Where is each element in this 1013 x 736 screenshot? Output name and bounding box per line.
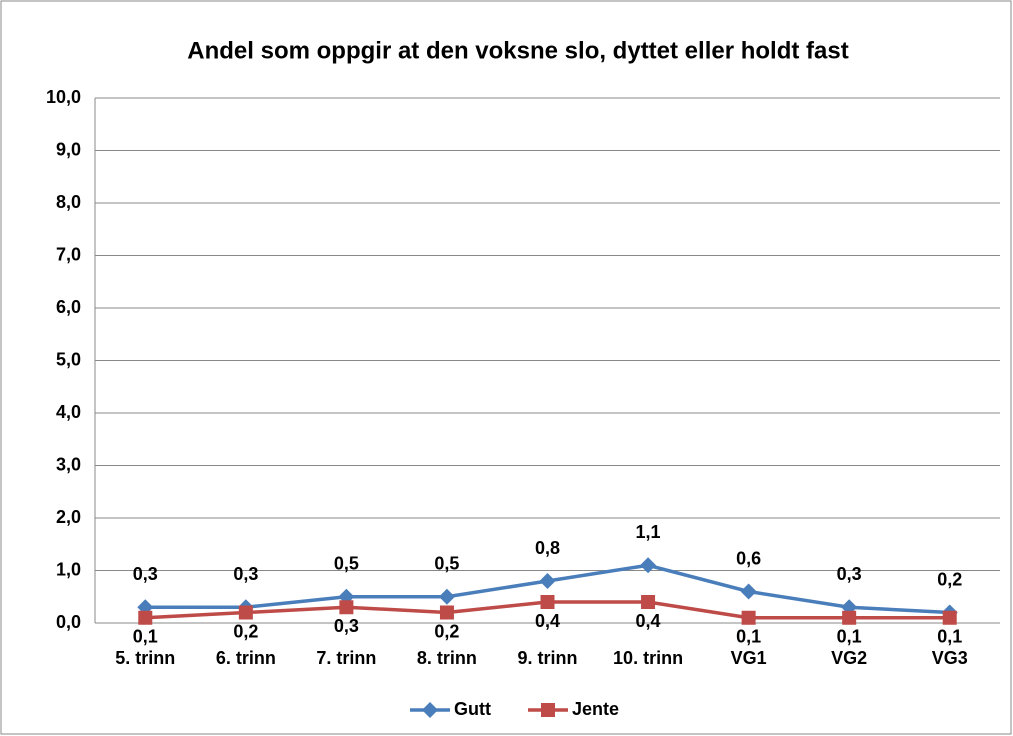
y-tick-label: 3,0 xyxy=(56,454,81,474)
marker xyxy=(942,610,957,625)
marker xyxy=(138,610,153,625)
y-tick-label: 7,0 xyxy=(56,244,81,264)
x-tick-label: 8. trinn xyxy=(417,648,477,668)
chart-title: Andel som oppgir at den voksne slo, dytt… xyxy=(187,37,848,64)
data-label: 0,1 xyxy=(837,627,862,647)
x-tick-label: 10. trinn xyxy=(613,648,683,668)
marker xyxy=(339,600,354,615)
legend-label: Jente xyxy=(572,699,619,719)
data-label: 0,5 xyxy=(434,554,459,574)
legend-marker xyxy=(422,702,438,718)
data-label: 0,5 xyxy=(334,554,359,574)
data-label: 0,3 xyxy=(133,564,158,584)
y-tick-label: 1,0 xyxy=(56,559,81,579)
marker xyxy=(540,595,555,609)
y-tick-label: 2,0 xyxy=(56,507,81,527)
data-label: 0,2 xyxy=(434,621,459,641)
data-label: 0,1 xyxy=(736,627,761,647)
legend-marker xyxy=(541,703,555,717)
marker xyxy=(842,610,857,625)
x-tick-label: 9. trinn xyxy=(517,648,577,668)
marker xyxy=(439,605,454,620)
marker xyxy=(539,573,556,589)
x-tick-label: VG1 xyxy=(731,648,767,668)
marker xyxy=(238,605,253,620)
marker xyxy=(641,595,656,609)
data-label: 0,3 xyxy=(837,564,862,584)
data-label: 0,1 xyxy=(133,627,158,647)
marker xyxy=(640,557,657,574)
x-tick-label: VG2 xyxy=(831,648,867,668)
y-tick-label: 9,0 xyxy=(56,139,81,159)
data-label: 1,1 xyxy=(636,522,661,542)
data-label: 0,6 xyxy=(736,548,761,568)
x-tick-label: VG3 xyxy=(932,648,968,668)
marker xyxy=(438,588,455,605)
data-label: 0,2 xyxy=(233,621,258,641)
y-tick-label: 5,0 xyxy=(56,349,81,369)
marker xyxy=(740,583,757,600)
x-tick-label: 6. trinn xyxy=(216,648,276,668)
data-label: 0,3 xyxy=(334,616,359,636)
x-tick-label: 7. trinn xyxy=(316,648,376,668)
y-tick-label: 6,0 xyxy=(56,297,81,317)
marker xyxy=(741,610,756,625)
y-tick-label: 4,0 xyxy=(56,402,81,422)
y-tick-label: 8,0 xyxy=(56,192,81,212)
data-label: 0,4 xyxy=(636,611,661,631)
y-tick-label: 10,0 xyxy=(46,87,81,107)
y-tick-label: 0,0 xyxy=(56,612,81,632)
data-label: 0,1 xyxy=(937,627,962,647)
data-label: 0,3 xyxy=(233,564,258,584)
data-label: 0,2 xyxy=(937,569,962,589)
legend-label: Gutt xyxy=(454,699,491,719)
data-label: 0,8 xyxy=(535,538,560,558)
data-label: 0,4 xyxy=(535,611,560,631)
x-tick-label: 5. trinn xyxy=(115,648,175,668)
